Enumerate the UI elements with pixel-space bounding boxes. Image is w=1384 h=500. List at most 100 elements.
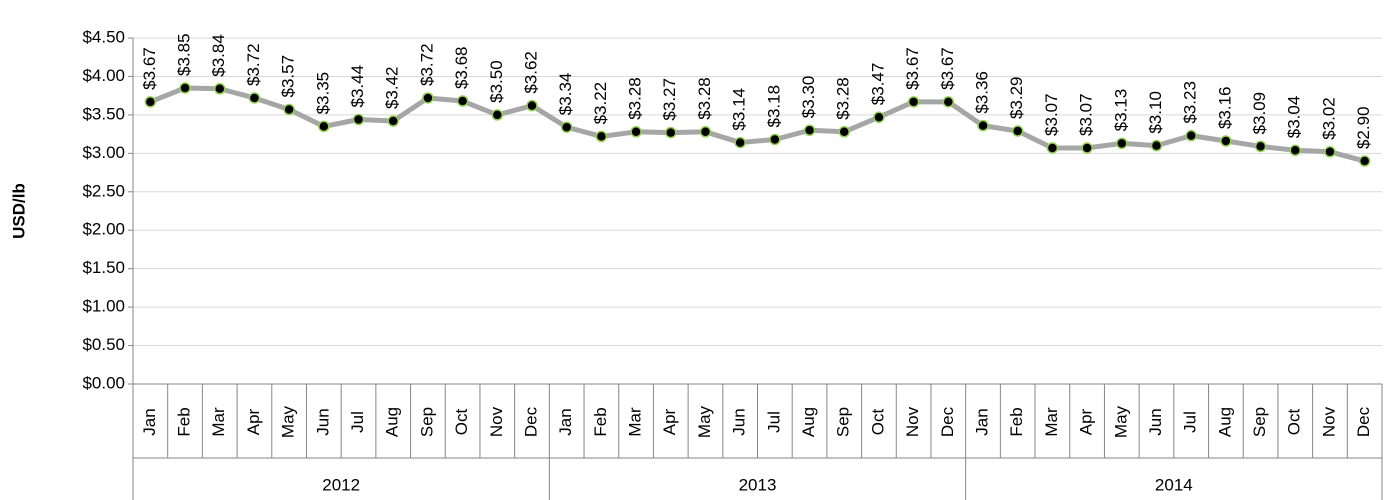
x-tick-label: Aug xyxy=(1215,407,1234,437)
y-tick-label: $1.50 xyxy=(82,258,125,277)
marker xyxy=(803,124,816,137)
x-tick-label: Apr xyxy=(660,408,679,435)
x-tick-label: Nov xyxy=(487,406,506,437)
x-tick-label: Mar xyxy=(1042,407,1061,437)
marker xyxy=(1220,135,1232,147)
x-tick-label: Oct xyxy=(452,409,471,436)
data-label: $3.47 xyxy=(868,63,887,106)
x-tick-label: Jun xyxy=(1146,408,1165,435)
y-tick-label: $3.00 xyxy=(82,143,125,162)
marker xyxy=(1150,139,1163,152)
marker xyxy=(907,96,920,108)
marker xyxy=(734,136,746,149)
data-label: $2.90 xyxy=(1354,106,1373,149)
x-tick-label: Oct xyxy=(868,409,887,436)
data-label: $3.42 xyxy=(383,66,402,109)
marker xyxy=(456,95,469,107)
y-tick-label: $4.50 xyxy=(82,27,125,46)
data-label: $3.34 xyxy=(556,73,575,116)
data-label: $3.67 xyxy=(140,47,159,90)
y-tick-label: $4.00 xyxy=(82,66,125,85)
x-tick-label: Jul xyxy=(764,411,783,433)
x-tick-label: Jul xyxy=(348,411,367,433)
marker xyxy=(1046,142,1059,154)
marker xyxy=(873,111,885,123)
data-label: $3.28 xyxy=(834,77,853,120)
data-label: $3.22 xyxy=(591,82,610,125)
x-tick-label: Sep xyxy=(417,407,436,437)
data-label: $3.35 xyxy=(313,72,332,115)
data-label: $3.16 xyxy=(1215,86,1234,129)
x-tick-label: May xyxy=(279,405,298,438)
x-tick-label: Dec xyxy=(1354,406,1373,437)
x-tick-label: May xyxy=(1111,405,1130,438)
x-tick-label: Jan xyxy=(972,408,991,435)
marker xyxy=(977,119,989,132)
marker xyxy=(942,96,955,108)
data-label: $3.72 xyxy=(417,43,436,86)
marker xyxy=(595,130,608,143)
x-tick-label: Jan xyxy=(140,408,159,435)
data-label: $3.23 xyxy=(1181,81,1200,124)
marker xyxy=(283,103,295,116)
data-label: $3.28 xyxy=(695,77,714,120)
x-tick-label: Nov xyxy=(903,406,922,437)
x-tick-label: Sep xyxy=(834,407,853,437)
marker xyxy=(1358,155,1371,167)
data-label: $3.13 xyxy=(1111,89,1130,132)
marker xyxy=(387,115,399,127)
y-tick-label: $2.50 xyxy=(82,181,125,200)
marker xyxy=(248,92,261,104)
x-tick-label: Dec xyxy=(521,406,540,437)
marker xyxy=(699,126,712,138)
line xyxy=(149,85,1366,164)
y-tick-label: $3.50 xyxy=(82,104,125,123)
marker xyxy=(491,109,504,121)
x-tick-label: Apr xyxy=(1077,408,1096,435)
marker xyxy=(526,99,538,112)
y-tick-label: $0.50 xyxy=(82,335,125,354)
marker xyxy=(665,126,677,139)
x-tick-label: Nov xyxy=(1319,406,1338,437)
y-axis-label: USD/lb xyxy=(9,183,28,239)
year-label: 2013 xyxy=(739,475,777,494)
marker xyxy=(144,96,157,108)
x-tick-label: Jul xyxy=(1181,411,1200,433)
x-tick-label: Feb xyxy=(1007,407,1026,436)
data-label: $3.09 xyxy=(1250,92,1269,135)
x-tick-label: Sep xyxy=(1250,407,1269,437)
marker xyxy=(318,120,330,133)
x-tick-label: Feb xyxy=(175,407,194,436)
marker xyxy=(422,92,434,104)
marker xyxy=(1116,137,1128,150)
marker xyxy=(1254,140,1267,153)
marker xyxy=(1185,129,1197,142)
data-label: $3.02 xyxy=(1319,97,1338,140)
data-label: $3.27 xyxy=(660,78,679,121)
x-tick-label: Mar xyxy=(209,407,228,437)
data-label: $3.72 xyxy=(244,43,263,86)
y-tick-label: $0.00 xyxy=(82,373,125,392)
y-tick-label: $1.00 xyxy=(82,297,125,316)
marker xyxy=(560,121,573,133)
year-label: 2012 xyxy=(322,475,360,494)
marker xyxy=(769,133,781,146)
data-label: $3.67 xyxy=(938,47,957,90)
data-label: $3.10 xyxy=(1146,91,1165,134)
marker xyxy=(1081,142,1093,154)
x-tick-label: Aug xyxy=(799,407,818,437)
marker xyxy=(179,82,191,94)
data-label: $3.14 xyxy=(730,88,749,131)
data-label: $3.85 xyxy=(175,33,194,76)
marker xyxy=(838,126,850,138)
x-tick-label: Feb xyxy=(591,407,610,436)
data-label: $3.68 xyxy=(452,47,471,90)
data-label: $3.18 xyxy=(764,85,783,128)
data-label: $3.44 xyxy=(348,65,367,108)
data-label: $3.07 xyxy=(1077,93,1096,136)
x-tick-label: Apr xyxy=(244,408,263,435)
marker xyxy=(1289,144,1302,157)
marker xyxy=(352,113,365,126)
